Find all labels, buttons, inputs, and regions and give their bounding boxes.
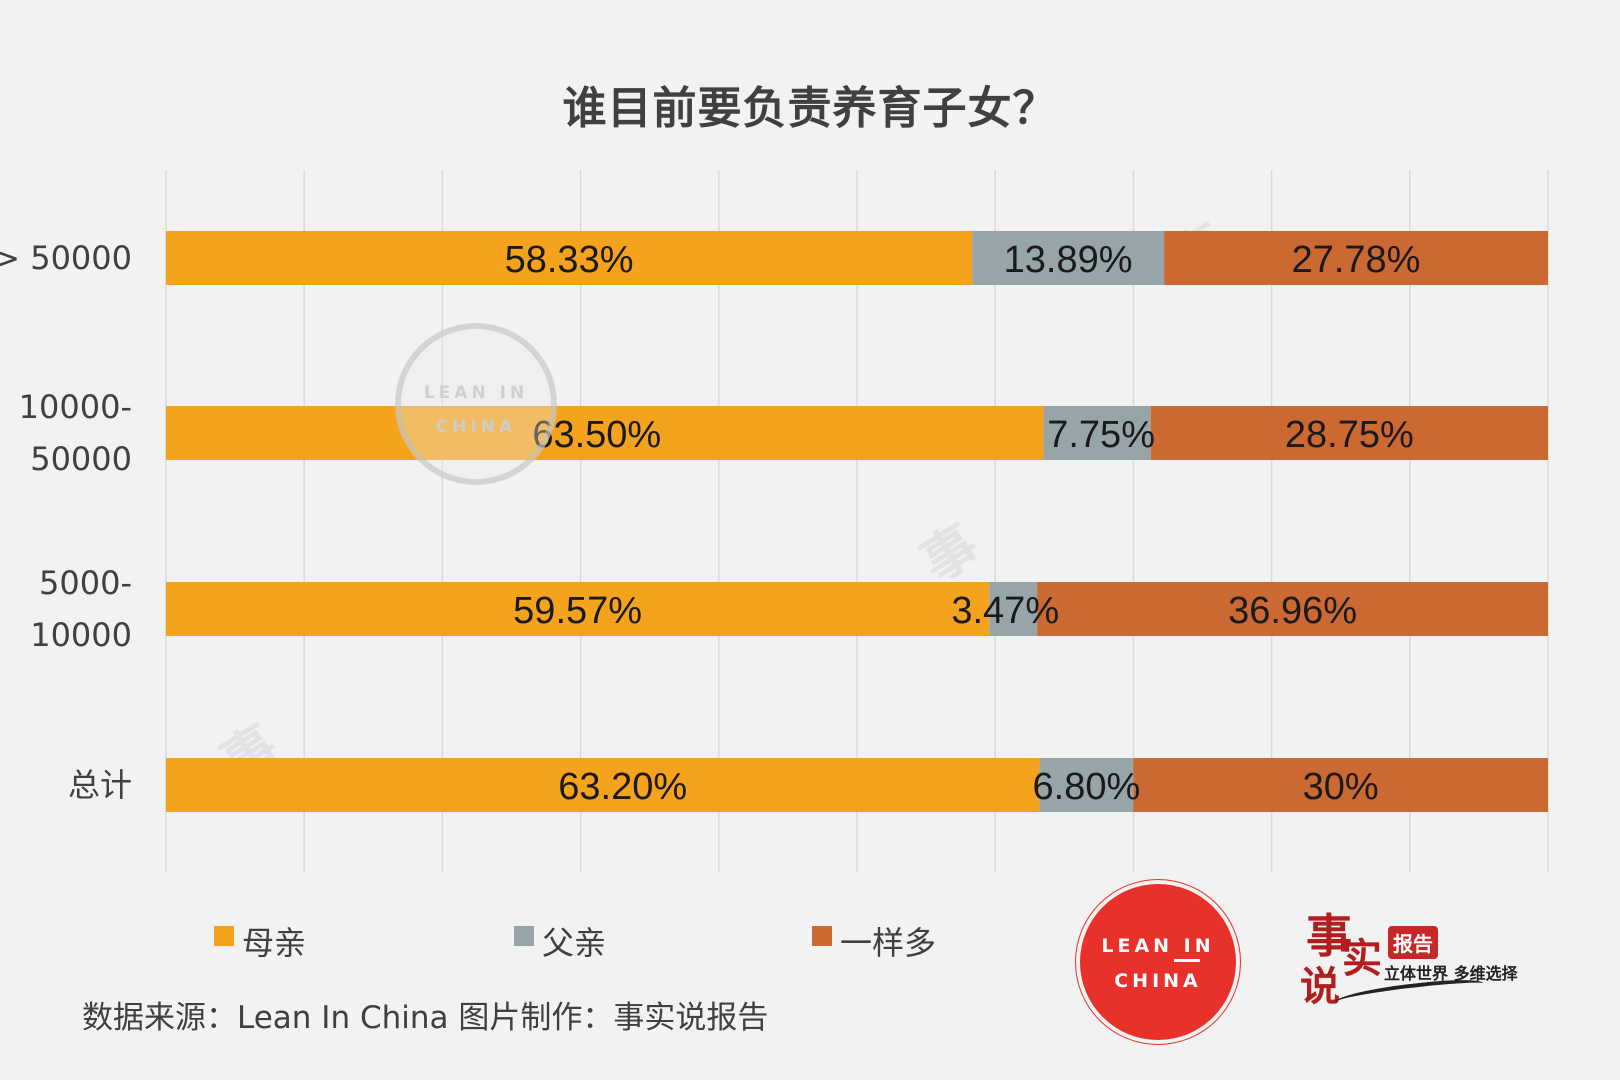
bar-segment [166, 758, 1040, 812]
category-label: 总计 [68, 766, 132, 804]
logo-char-shi: 事 [1306, 909, 1352, 963]
data-label: 58.33% [505, 239, 634, 281]
legend-label-mother: 母亲 [242, 924, 307, 962]
lean-in-logo-bar [1174, 959, 1200, 962]
data-label: 59.57% [513, 590, 642, 632]
bar-segment [166, 406, 1044, 460]
data-label: 6.80% [1033, 766, 1141, 808]
bar-segment [1043, 406, 1151, 460]
watermark-text-2: CHINA [435, 417, 517, 437]
bar-segments [166, 231, 1548, 812]
lean-in-china-logo: LEAN IN CHINA [1076, 880, 1240, 1044]
source-note: 数据来源：Lean In China 图片制作：事实说报告 [82, 1000, 769, 1036]
logo-char-shuo: 说 [1300, 963, 1340, 1010]
bar-segment [1037, 582, 1548, 636]
category-label: 50000 [30, 440, 132, 478]
logo-char-shi2: 实 [1342, 935, 1382, 982]
category-label: 10000- [19, 388, 132, 426]
legend-label-father: 父亲 [542, 924, 607, 962]
category-labels: > 50000 10000- 50000 5000- 10000 总计 [0, 239, 132, 804]
legend-swatch-father [514, 926, 534, 946]
bar-segment [1150, 406, 1548, 460]
data-label: 13.89% [1004, 239, 1133, 281]
data-label: 30% [1303, 766, 1379, 808]
legend-swatch-equal [812, 926, 832, 946]
gridlines [165, 170, 1549, 872]
watermark-text-1: LEAN IN [423, 383, 529, 403]
data-label: 63.20% [558, 766, 687, 808]
shishi-report-logo: 事 实 说 报告 立体世界 多维选择 [1300, 900, 1540, 1020]
data-label: 27.78% [1292, 239, 1421, 281]
data-label: 28.75% [1285, 414, 1414, 456]
bar-segment [972, 231, 1165, 285]
lean-in-logo-line1: LEAN IN [1101, 935, 1215, 957]
data-label: 36.96% [1228, 590, 1357, 632]
category-label: 5000- [39, 564, 132, 602]
legend-swatch-mother [214, 926, 234, 946]
lean-in-logo-line2: CHINA [1114, 970, 1202, 992]
bar-segment [1039, 758, 1134, 812]
data-label: 7.75% [1047, 414, 1155, 456]
logo-tagline: 立体世界 多维选择 [1384, 964, 1518, 983]
bar-segment [166, 582, 990, 636]
bar-segment [989, 582, 1038, 636]
bar-segment [166, 231, 973, 285]
bar-segment [1133, 758, 1548, 812]
data-label: 3.47% [951, 590, 1059, 632]
category-label: > 50000 [0, 239, 132, 277]
bar-segment [1164, 231, 1548, 285]
logo-badge: 报告 [1388, 926, 1438, 959]
chart-title: 谁目前要负责养育子女？ [562, 83, 1058, 134]
data-labels: 58.33% 13.89% 27.78%63.50% 7.75% 28.75%59.57… [505, 239, 1421, 808]
lean-in-watermark: LEAN IN CHINA [395, 323, 557, 485]
category-label: 10000 [30, 616, 132, 654]
stacked-bar-chart: > 50000 10000- 50000 5000- 10000 总计 58.33% 13.… [0, 170, 1549, 872]
legend-label-equal: 一样多 [840, 924, 937, 962]
